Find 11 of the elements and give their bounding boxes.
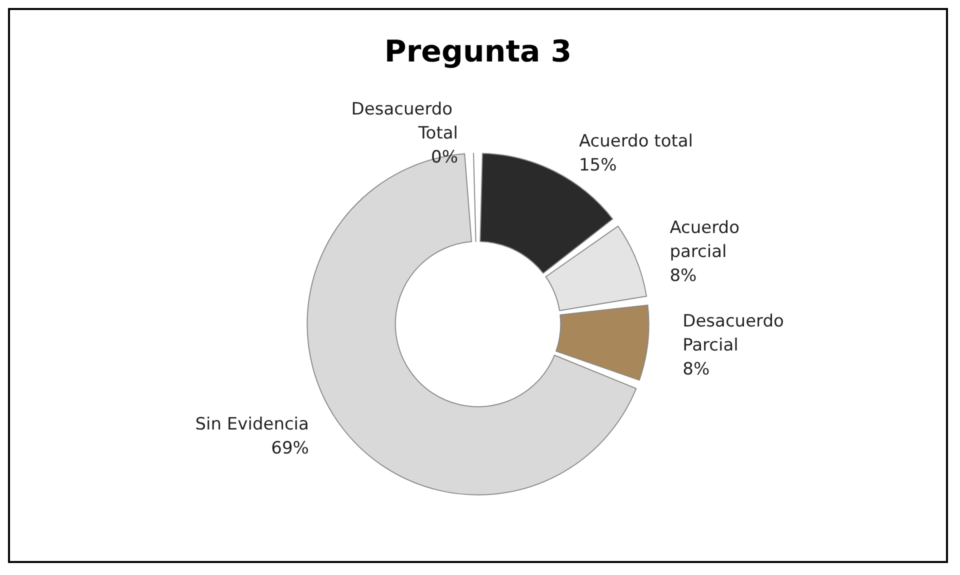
- category-label: Desacuerdo Total: [351, 99, 458, 144]
- slice-label: Sin Evidencia: [195, 414, 309, 435]
- slice-label: Acuerdo total: [578, 132, 694, 152]
- data-label: 8%: [670, 266, 697, 286]
- data-label: 69%: [271, 438, 309, 459]
- data-label: 8%: [682, 359, 710, 380]
- chart-title: Pregunta 3: [384, 34, 572, 70]
- data-label: 15%: [578, 156, 617, 176]
- slice-label: Desacuerdo Parcial: [682, 311, 790, 356]
- slice-label: Acuerdo parcial: [670, 218, 745, 262]
- text: 0%: [431, 147, 458, 168]
